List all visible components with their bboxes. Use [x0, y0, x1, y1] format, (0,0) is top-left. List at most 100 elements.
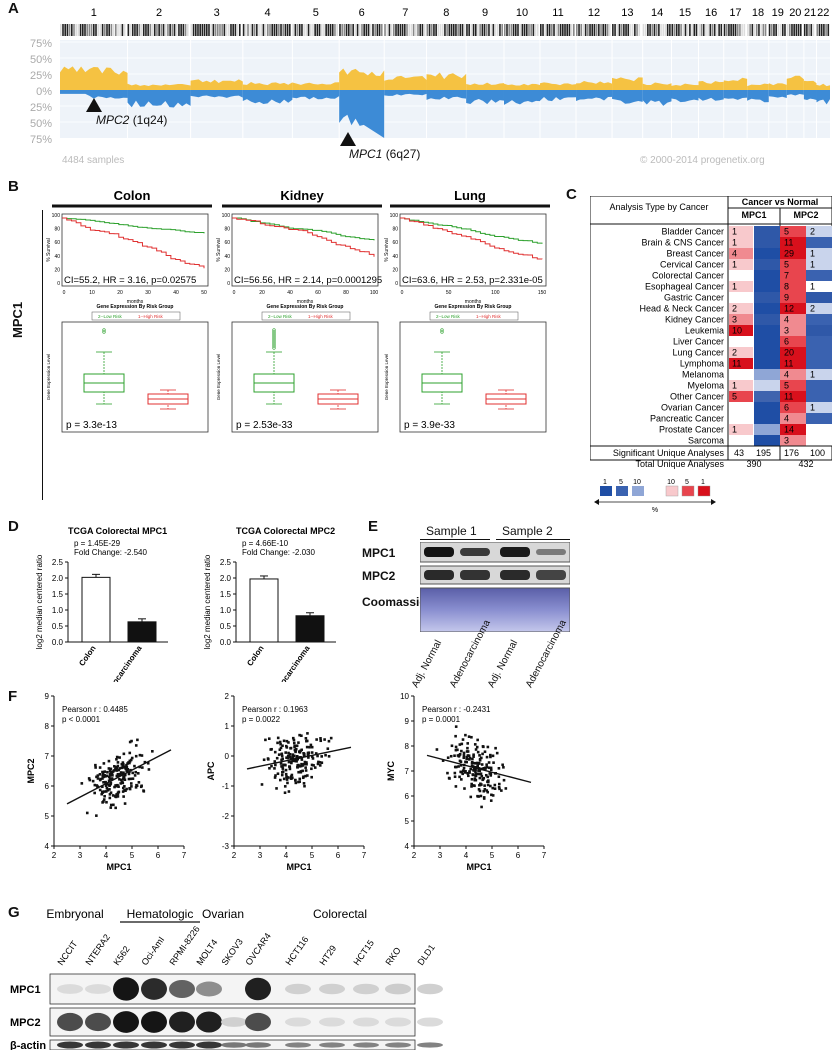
- f-data-point: [287, 741, 290, 744]
- ideogram-band: [423, 24, 426, 36]
- ideogram-band: [566, 24, 569, 36]
- ideogram-band: [309, 24, 312, 36]
- ideogram-band: [485, 24, 488, 36]
- km-plot-frame: [231, 213, 379, 287]
- f-data-point: [109, 774, 112, 777]
- ideogram-band: [553, 24, 555, 36]
- f-y-tick-label: 6: [405, 792, 410, 801]
- f-data-point: [306, 732, 309, 735]
- f-data-point: [474, 762, 477, 765]
- f-data-point: [298, 777, 302, 781]
- ideogram-band: [194, 24, 197, 36]
- cell-mpc1-up-value: 3: [732, 315, 737, 325]
- f-data-point: [126, 762, 129, 765]
- cell-mpc1-up: [729, 292, 753, 303]
- loss-profile-chr10: [503, 90, 541, 105]
- f-data-point: [114, 784, 117, 787]
- ideogram-band: [730, 24, 732, 36]
- chromosome-label-4: 4: [265, 7, 271, 19]
- g-band: [113, 1011, 139, 1033]
- legend-blue-label: 1: [603, 479, 607, 486]
- f-data-point: [478, 772, 481, 776]
- f-data-point: [273, 760, 277, 763]
- ideogram-band: [151, 24, 154, 36]
- f-data-point: [318, 764, 322, 767]
- ideogram-band: [320, 24, 323, 36]
- cell-mpc2-down: [806, 336, 832, 347]
- g-band: [385, 1017, 411, 1027]
- panel-label-f: F: [8, 688, 18, 705]
- ideogram-band: [75, 24, 77, 36]
- f-data-point: [466, 742, 470, 745]
- cell-mpc1-down: [754, 347, 780, 358]
- ideogram-band: [649, 24, 651, 36]
- f-data-point: [276, 772, 280, 776]
- f-data-point: [304, 766, 307, 769]
- f-data-point: [466, 750, 470, 753]
- gain-profile-chr17: [723, 77, 748, 90]
- f-data-point: [482, 776, 486, 780]
- f-data-point: [108, 777, 112, 781]
- f-data-point: [460, 742, 464, 746]
- f-data-point: [284, 763, 287, 767]
- ideogram-band: [134, 24, 136, 36]
- f-data-point: [313, 766, 317, 769]
- ideogram-band: [501, 24, 503, 36]
- f-data-point: [133, 764, 136, 768]
- ideogram-band: [406, 24, 408, 36]
- f-data-point: [297, 770, 300, 774]
- ideogram-band: [808, 24, 810, 36]
- km-y-label: % Survival: [384, 238, 390, 262]
- ideogram-band: [609, 24, 611, 36]
- f-data-point: [126, 768, 130, 771]
- ideogram-band: [390, 24, 393, 36]
- ideogram-band: [664, 24, 667, 36]
- f-data-point: [486, 790, 489, 794]
- f-data-point: [111, 794, 115, 797]
- f-data-point: [447, 776, 451, 780]
- f-data-point: [104, 784, 108, 787]
- f-data-point: [118, 767, 122, 770]
- cell-mpc2-up-value: 20: [784, 348, 794, 358]
- cell-mpc2-up: [780, 292, 806, 303]
- cell-mpc2-up: [780, 402, 806, 413]
- ideogram-band: [716, 24, 718, 36]
- f-data-point: [469, 767, 473, 771]
- ideogram-band: [376, 24, 379, 36]
- cell-mpc1-down: [754, 325, 780, 336]
- cell-mpc2-up-value: 8: [784, 282, 789, 292]
- row-cancer-name: Liver Cancer: [673, 337, 724, 347]
- d-category-label: Colon: [77, 644, 97, 668]
- f-data-point: [278, 740, 282, 744]
- f-data-point: [113, 764, 116, 768]
- f-data-point: [95, 775, 98, 779]
- ideogram-band: [693, 24, 696, 36]
- g-band: [221, 1042, 247, 1048]
- f-data-point: [130, 739, 133, 743]
- f-data-point: [120, 766, 123, 770]
- gain-profile-chr7: [384, 75, 427, 90]
- box-legend-low: 2--Low Risk: [436, 314, 461, 319]
- loss-profile-chr5: [292, 90, 340, 100]
- ideogram-band: [318, 24, 321, 36]
- d-bar-tumor: [127, 621, 157, 643]
- f-data-point: [135, 784, 139, 788]
- row-cancer-name: Colorectal Cancer: [652, 271, 724, 281]
- chromosome-label-3: 3: [214, 7, 220, 19]
- panel-b-survival: Colon% Survival months 100 80 60 40 20 0 0 10 20 30…: [44, 186, 574, 516]
- gain-profile-chr5: [292, 82, 340, 90]
- f-data-point: [471, 761, 475, 765]
- km-plot-frame: [399, 213, 547, 287]
- cell-mpc1-up-value: 1: [732, 425, 737, 435]
- legend-red-label: 1: [701, 479, 705, 486]
- cell-mpc2-up-value: 4: [784, 315, 789, 325]
- cell-mpc1-up: [729, 314, 753, 325]
- mpc2-band-lane4: [536, 570, 566, 580]
- chromosome-label-9: 9: [482, 7, 488, 19]
- ideogram-band: [444, 24, 446, 36]
- d-y-tick-label: 2.5: [52, 558, 64, 567]
- ideogram-band: [506, 24, 508, 36]
- ideogram-band: [604, 24, 607, 36]
- ideogram-band: [131, 24, 134, 36]
- gain-profile-chr15: [671, 83, 699, 90]
